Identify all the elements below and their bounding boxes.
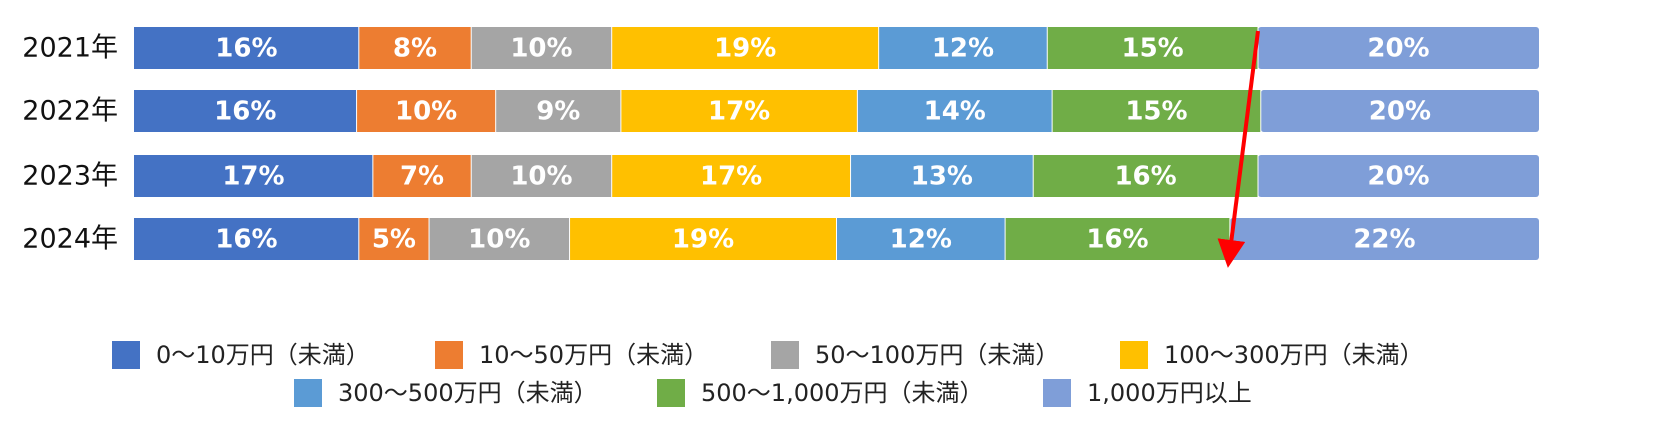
bar-segment xyxy=(878,27,1048,69)
data-label: 16% xyxy=(215,225,277,255)
legend-swatch xyxy=(771,341,799,369)
legend-label: 500～1,000万円（未満） xyxy=(701,379,984,407)
bar-segment xyxy=(1033,155,1258,197)
bars-layer xyxy=(134,27,1539,260)
bar-segment xyxy=(471,27,612,69)
data-label: 16% xyxy=(1086,225,1148,255)
category-label-2: 2022年 xyxy=(22,96,118,127)
bar-segment xyxy=(134,27,359,69)
annotation-arrow xyxy=(1217,30,1260,268)
bar-segment xyxy=(471,155,612,197)
legend-swatch xyxy=(1043,379,1071,407)
bar-segment xyxy=(850,155,1034,197)
bar-segment xyxy=(569,218,837,260)
data-label: 22% xyxy=(1353,225,1415,255)
bar-segment xyxy=(429,218,570,260)
legend-swatch xyxy=(294,379,322,407)
data-label: 16% xyxy=(215,34,277,64)
data-label: 20% xyxy=(1367,162,1429,192)
data-label: 13% xyxy=(911,162,973,192)
bar-segment xyxy=(356,90,496,132)
legend-label: 10～50万円（未満） xyxy=(479,341,708,369)
bar-segment xyxy=(836,218,1006,260)
bar-segment xyxy=(1047,27,1258,69)
legend-swatch xyxy=(435,341,463,369)
bar-segment xyxy=(1258,155,1539,197)
data-label: 16% xyxy=(214,97,276,127)
legend-label: 1,000万円以上 xyxy=(1087,379,1252,407)
data-label: 20% xyxy=(1369,97,1431,127)
legend-swatch xyxy=(112,341,140,369)
data-label: 12% xyxy=(890,225,952,255)
category-label-3: 2023年 xyxy=(22,161,118,192)
category-label-4: 2024年 xyxy=(22,224,118,255)
data-label: 15% xyxy=(1122,34,1184,64)
annotation-layer xyxy=(1217,30,1260,268)
bar-segment xyxy=(611,155,851,197)
bar-segment xyxy=(134,90,357,132)
data-label: 17% xyxy=(700,162,762,192)
data-label: 10% xyxy=(510,162,572,192)
legend-label: 300～500万円（未満） xyxy=(338,379,598,407)
category-label-1: 2021年 xyxy=(22,33,118,64)
data-label: 10% xyxy=(468,225,530,255)
legend-swatch xyxy=(657,379,685,407)
bar-segment xyxy=(358,218,430,260)
bar-segment xyxy=(857,90,1053,132)
data-label: 16% xyxy=(1114,162,1176,192)
data-label: 17% xyxy=(222,162,284,192)
bar-segment xyxy=(134,155,373,197)
data-label: 20% xyxy=(1367,34,1429,64)
legend-swatch xyxy=(1120,341,1148,369)
bar-segment xyxy=(1258,27,1539,69)
bar-segment xyxy=(358,27,472,69)
data-label: 8% xyxy=(393,34,437,64)
data-label: 17% xyxy=(708,97,770,127)
bar-segment xyxy=(134,218,359,260)
category-labels: 2021年 16% 8% 10% 19% 12% 15% 20% 2022年 16% 10% 9% 17… xyxy=(22,33,1431,255)
bar-segment xyxy=(611,27,879,69)
data-label: 19% xyxy=(714,34,776,64)
bar-segment xyxy=(1229,218,1539,260)
bar-segment xyxy=(620,90,858,132)
legend: 0～10万円（未満） 10～50万円（未満） 50～100万円（未満） 100～300… xyxy=(112,341,1424,407)
bar-segment xyxy=(1005,218,1230,260)
data-label: 10% xyxy=(510,34,572,64)
bar-segment xyxy=(1260,90,1539,132)
bar-segment xyxy=(372,155,472,197)
data-label: 5% xyxy=(372,225,416,255)
data-label: 9% xyxy=(536,97,580,127)
legend-label: 100～300万円（未満） xyxy=(1164,341,1424,369)
data-label: 19% xyxy=(672,225,734,255)
data-label: 12% xyxy=(932,34,994,64)
data-label: 10% xyxy=(395,97,457,127)
data-label: 7% xyxy=(400,162,444,192)
bar-segment xyxy=(1052,90,1261,132)
bar-segment xyxy=(495,90,621,132)
legend-label: 0～10万円（未満） xyxy=(156,341,370,369)
legend-label: 50～100万円（未満） xyxy=(815,341,1059,369)
data-label: 15% xyxy=(1125,97,1187,127)
data-label: 14% xyxy=(924,97,986,127)
